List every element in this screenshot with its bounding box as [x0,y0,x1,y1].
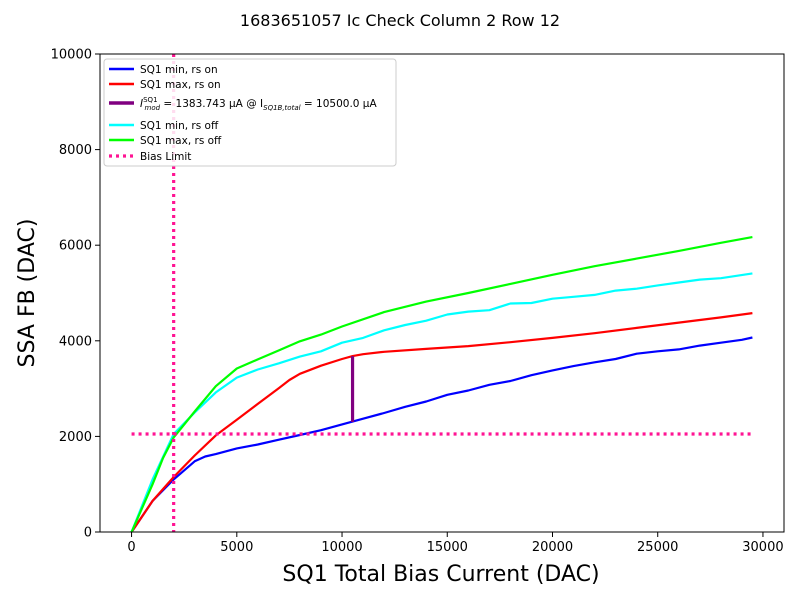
chart-title: 1683651057 Ic Check Column 2 Row 12 [240,11,560,30]
y-tick-label: 0 [84,526,92,541]
x-tick-label: 15000 [427,540,468,555]
legend-label-5: SQ1 max, rs off [140,135,222,147]
x-tick-label: 10000 [321,540,362,555]
legend-label-6: Bias Limit [140,151,191,163]
series-line-4 [130,236,753,532]
legend-label-3: ISQ1 mod = 1383.743 μA @ ISQ1B,total = 10… [140,96,377,112]
y-tick-label: 8000 [59,143,92,158]
legend-label-2: SQ1 max, rs on [140,79,221,91]
legend: SQ1 min, rs on SQ1 max, rs on ISQ1 mod = 13… [103,58,397,167]
y-tick-label: 10000 [51,48,92,63]
series-line-2 [130,312,753,532]
legend-label-1: SQ1 min, rs on [140,64,218,76]
legend-box [103,58,397,167]
x-tick-label: 20000 [532,540,573,555]
x-tick-label: 5000 [220,540,253,555]
data-layer [130,54,753,532]
x-tick-label: 25000 [637,540,678,555]
y-tick-label: 4000 [59,334,92,349]
y-axis-label: SSA FB (DAC) [15,219,40,368]
plot-area: 0 5000 10000 15000 20000 25000 30000 0 2000 4000 6… [51,48,785,555]
y-tick-label: 6000 [59,239,92,254]
x-tick-label: 30000 [742,540,783,555]
x-tick-label: 0 [127,540,135,555]
y-tick-label: 2000 [59,430,92,445]
series-line-1 [130,336,753,532]
series-line-3 [130,272,753,532]
x-axis-label: SQ1 Total Bias Current (DAC) [282,562,599,587]
legend-label-4: SQ1 min, rs off [140,120,219,132]
axes-frame [99,53,785,533]
